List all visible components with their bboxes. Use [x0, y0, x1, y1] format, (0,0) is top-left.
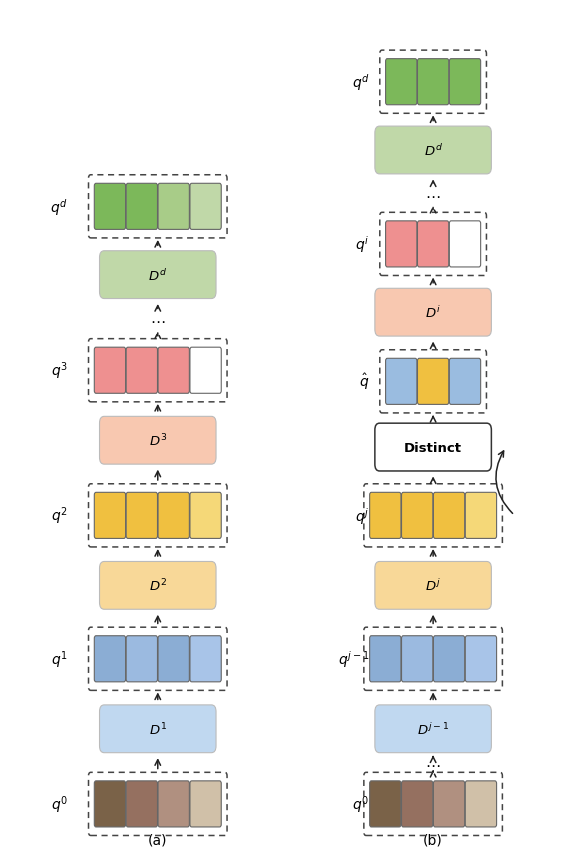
FancyBboxPatch shape [465, 492, 497, 539]
FancyBboxPatch shape [190, 184, 221, 230]
Text: $D^d$: $D^d$ [148, 268, 167, 283]
FancyBboxPatch shape [190, 492, 221, 539]
FancyBboxPatch shape [375, 424, 492, 472]
FancyBboxPatch shape [94, 781, 126, 827]
FancyBboxPatch shape [386, 359, 417, 405]
FancyBboxPatch shape [402, 492, 433, 539]
FancyBboxPatch shape [370, 492, 401, 539]
FancyBboxPatch shape [190, 781, 221, 827]
Text: $q^i$: $q^i$ [355, 234, 369, 255]
FancyBboxPatch shape [99, 417, 216, 465]
FancyBboxPatch shape [433, 781, 465, 827]
FancyBboxPatch shape [99, 705, 216, 753]
FancyBboxPatch shape [126, 781, 158, 827]
Text: $q^1$: $q^1$ [51, 648, 68, 670]
FancyBboxPatch shape [433, 636, 465, 682]
FancyBboxPatch shape [370, 781, 401, 827]
Text: $D^1$: $D^1$ [149, 721, 167, 737]
Text: $q^2$: $q^2$ [51, 505, 68, 527]
Text: $\cdots$: $\cdots$ [425, 188, 441, 202]
FancyBboxPatch shape [94, 492, 126, 539]
FancyBboxPatch shape [449, 359, 480, 405]
FancyBboxPatch shape [126, 636, 158, 682]
Text: $q^j$: $q^j$ [355, 505, 369, 526]
Text: $D^d$: $D^d$ [423, 143, 443, 158]
FancyBboxPatch shape [386, 59, 417, 106]
FancyBboxPatch shape [417, 359, 449, 405]
FancyBboxPatch shape [449, 59, 480, 106]
Text: $q^0$: $q^0$ [51, 793, 68, 815]
FancyBboxPatch shape [417, 59, 449, 106]
Text: $q^0$: $q^0$ [352, 793, 369, 815]
Text: $\cdots$: $\cdots$ [425, 757, 441, 771]
FancyBboxPatch shape [375, 705, 492, 753]
FancyBboxPatch shape [126, 348, 158, 393]
FancyBboxPatch shape [99, 251, 216, 299]
FancyBboxPatch shape [370, 636, 401, 682]
FancyBboxPatch shape [94, 348, 126, 393]
Text: $D^3$: $D^3$ [149, 432, 167, 449]
FancyBboxPatch shape [99, 562, 216, 610]
Text: $\cdots$: $\cdots$ [150, 313, 165, 328]
Text: $D^i$: $D^i$ [425, 305, 441, 321]
FancyBboxPatch shape [417, 221, 449, 268]
Text: $q^3$: $q^3$ [51, 360, 68, 381]
FancyBboxPatch shape [158, 492, 189, 539]
FancyBboxPatch shape [158, 636, 189, 682]
FancyBboxPatch shape [375, 562, 492, 610]
Text: (a): (a) [148, 833, 168, 846]
FancyBboxPatch shape [402, 781, 433, 827]
Text: $\hat{q}$: $\hat{q}$ [359, 372, 369, 392]
FancyBboxPatch shape [402, 636, 433, 682]
Text: $D^j$: $D^j$ [425, 578, 441, 593]
FancyBboxPatch shape [433, 492, 465, 539]
FancyBboxPatch shape [158, 184, 189, 230]
Text: $D^{j-1}$: $D^{j-1}$ [417, 721, 449, 737]
Text: $q^d$: $q^d$ [352, 72, 369, 93]
Text: $q^d$: $q^d$ [50, 196, 68, 218]
FancyBboxPatch shape [465, 781, 497, 827]
Text: $D^2$: $D^2$ [149, 578, 167, 594]
FancyBboxPatch shape [465, 636, 497, 682]
FancyBboxPatch shape [126, 492, 158, 539]
FancyBboxPatch shape [375, 289, 492, 337]
FancyBboxPatch shape [126, 184, 158, 230]
Text: (b): (b) [423, 833, 443, 846]
FancyBboxPatch shape [386, 221, 417, 268]
FancyBboxPatch shape [449, 221, 480, 268]
FancyBboxPatch shape [94, 184, 126, 230]
Text: Distinct: Distinct [404, 441, 462, 454]
FancyBboxPatch shape [94, 636, 126, 682]
FancyBboxPatch shape [158, 781, 189, 827]
FancyBboxPatch shape [375, 127, 492, 175]
FancyBboxPatch shape [190, 348, 221, 393]
Text: $q^{j-1}$: $q^{j-1}$ [338, 648, 369, 670]
FancyBboxPatch shape [158, 348, 189, 393]
FancyBboxPatch shape [190, 636, 221, 682]
